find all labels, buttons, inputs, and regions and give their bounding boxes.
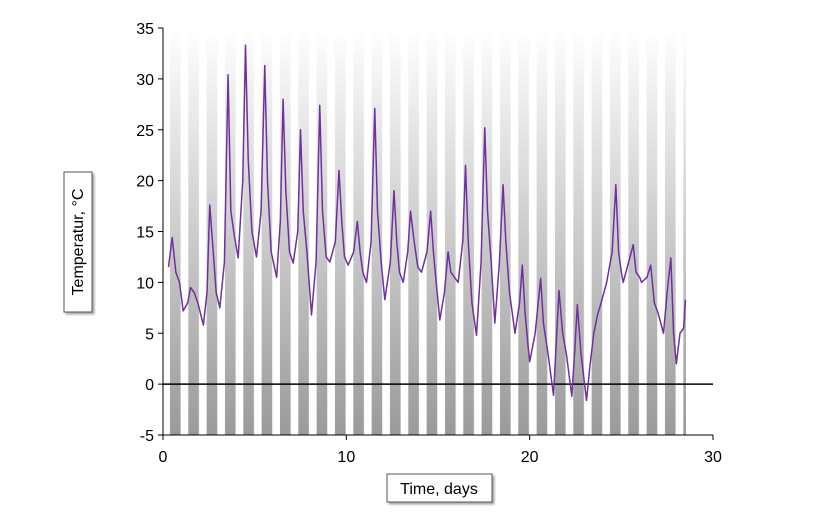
y-tick-label: 20 [136, 174, 154, 191]
y-tick-label: 5 [145, 326, 154, 343]
y-tick-label: -5 [140, 428, 154, 445]
x-tick-label: 30 [704, 449, 722, 466]
y-tick-label: 15 [136, 225, 154, 242]
x-axis-label: Time, days [400, 481, 478, 498]
y-label-box [63, 171, 93, 313]
y-tick-label: 30 [136, 72, 154, 89]
y-tick-label: 10 [136, 275, 154, 292]
night-band-pattern [168, 28, 686, 435]
x-tick-label: 20 [521, 449, 539, 466]
temperature-line [167, 44, 687, 402]
y-axis-label: Temperatur, °C [70, 189, 87, 296]
y-tick-label: 25 [136, 123, 154, 140]
y-tick-label: 0 [145, 377, 154, 394]
night-bands [168, 28, 686, 435]
x-label-box [386, 473, 493, 503]
x-tick-label: 10 [337, 449, 355, 466]
y-tick-label: 35 [136, 21, 154, 38]
x-tick-label: 0 [159, 449, 168, 466]
